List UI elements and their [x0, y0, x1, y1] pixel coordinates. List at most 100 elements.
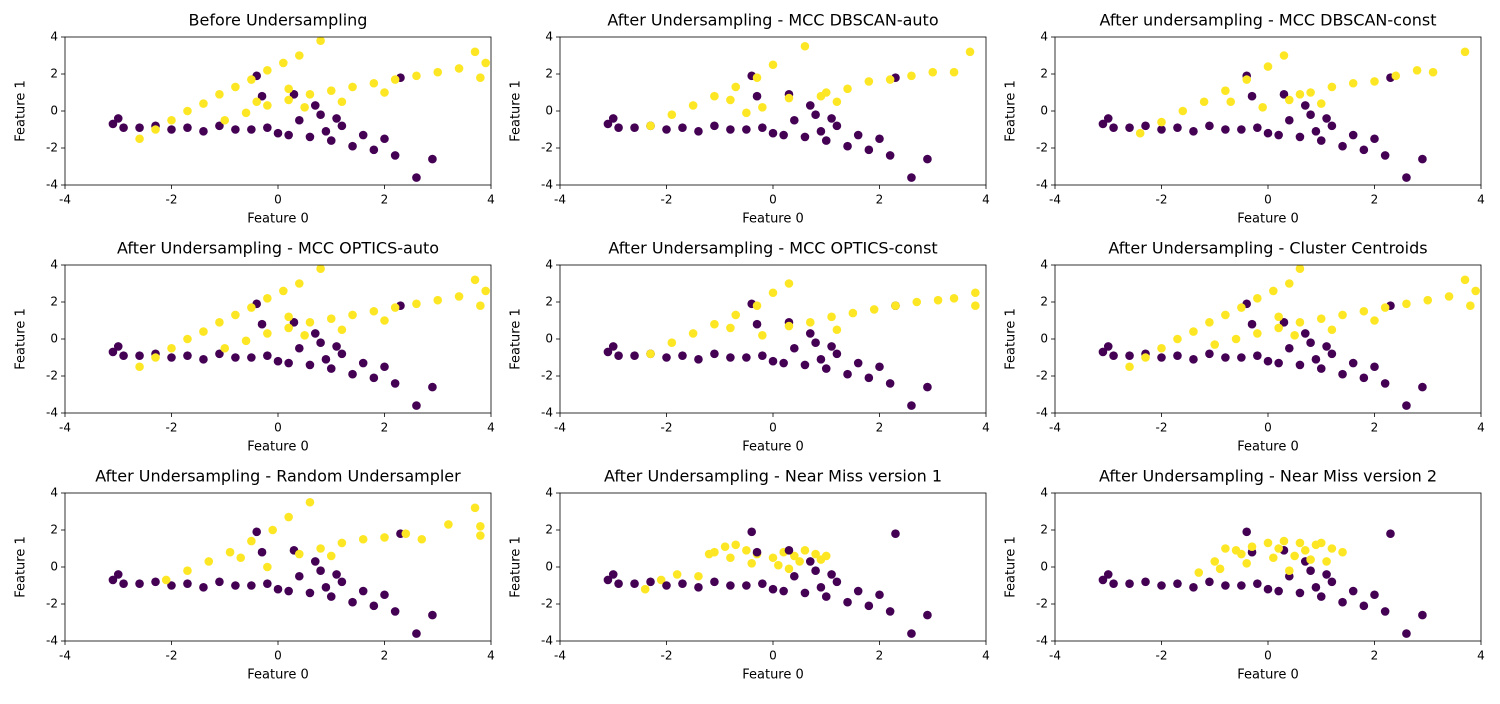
point: [1444, 292, 1454, 301]
point: [337, 577, 347, 587]
point: [241, 336, 251, 346]
point: [821, 364, 831, 373]
point: [800, 132, 810, 142]
point: [390, 75, 400, 84]
point: [726, 125, 735, 134]
point: [1285, 566, 1294, 575]
point: [827, 114, 836, 123]
point: [1231, 334, 1241, 344]
point: [231, 581, 240, 590]
point: [1141, 121, 1150, 131]
point: [380, 88, 389, 97]
point: [747, 527, 756, 537]
point: [971, 301, 980, 311]
point: [417, 534, 427, 544]
point: [1279, 536, 1289, 546]
point: [1221, 86, 1230, 95]
point: [284, 323, 293, 333]
y-tick-label: 2: [50, 523, 58, 537]
point: [1311, 127, 1321, 136]
point: [470, 503, 480, 513]
point: [1316, 314, 1326, 323]
x-tick-label: -4: [1049, 193, 1061, 207]
point: [1274, 312, 1283, 322]
point: [1274, 130, 1283, 140]
x-tick-label: 4: [982, 649, 990, 663]
point: [1189, 355, 1198, 364]
y-tick-label: -4: [1036, 634, 1048, 648]
point: [768, 60, 778, 70]
point: [1460, 47, 1470, 57]
axes-frame: [559, 264, 987, 414]
x-axis-label: Feature 0: [1237, 668, 1299, 683]
point: [816, 355, 826, 364]
axes-frame: [1054, 36, 1482, 186]
subplot: -4 -2 0 2 4 -4 -2 0 2 4 After Undersampling - Near…: [509, 467, 990, 683]
point: [113, 342, 123, 351]
point: [412, 401, 421, 410]
axes-frame: [64, 36, 492, 186]
point: [279, 286, 288, 296]
y-axis-label: Feature 1: [14, 536, 29, 598]
point: [827, 342, 836, 351]
point: [1359, 145, 1369, 155]
point: [337, 325, 347, 335]
x-tick-label: -4: [59, 421, 71, 435]
point: [1412, 66, 1422, 75]
point: [1306, 566, 1315, 575]
point: [204, 557, 214, 566]
point: [1306, 338, 1315, 348]
point: [726, 95, 735, 105]
point: [923, 610, 932, 620]
point: [476, 73, 485, 82]
point: [811, 110, 820, 119]
y-tick-label: -2: [46, 141, 58, 155]
point: [853, 358, 863, 368]
point: [1173, 334, 1182, 344]
axes-frame: [559, 492, 987, 642]
x-tick-label: -4: [554, 421, 566, 435]
point: [1274, 544, 1283, 553]
point: [885, 379, 895, 388]
point: [305, 588, 315, 598]
point: [1338, 141, 1347, 151]
point: [1125, 123, 1134, 132]
plot-area: [108, 265, 490, 410]
point: [316, 110, 325, 119]
point: [832, 121, 842, 131]
y-tick-label: 4: [1040, 30, 1048, 44]
point: [369, 78, 379, 88]
point: [1466, 301, 1475, 311]
point: [199, 355, 208, 364]
point: [742, 353, 751, 362]
point: [1125, 579, 1134, 588]
point: [273, 584, 283, 594]
point: [284, 512, 293, 522]
y-axis-label: Feature 1: [14, 80, 29, 142]
point: [273, 128, 283, 138]
point: [119, 579, 128, 588]
point: [183, 106, 192, 116]
point: [1199, 97, 1209, 107]
x-tick-label: 0: [1264, 649, 1272, 663]
x-tick-label: 4: [487, 649, 495, 663]
point: [1253, 123, 1262, 132]
y-tick-label: -2: [541, 369, 553, 383]
point: [113, 570, 123, 579]
y-tick-label: -2: [541, 141, 553, 155]
x-tick-label: 0: [1264, 193, 1272, 207]
point: [113, 114, 123, 123]
point: [268, 525, 277, 535]
point: [1402, 173, 1411, 182]
point: [758, 579, 767, 588]
subplot: -4 -2 0 2 4 -4 -2 0 2 4 After Undersampling - Rand…: [14, 467, 495, 683]
x-tick-label: -4: [1049, 421, 1061, 435]
point: [1178, 106, 1188, 116]
point: [811, 549, 820, 559]
point: [805, 557, 815, 566]
point: [800, 360, 810, 370]
point: [731, 310, 741, 320]
point: [1370, 134, 1379, 144]
x-axis-label: Feature 0: [742, 440, 804, 455]
point: [225, 547, 235, 557]
